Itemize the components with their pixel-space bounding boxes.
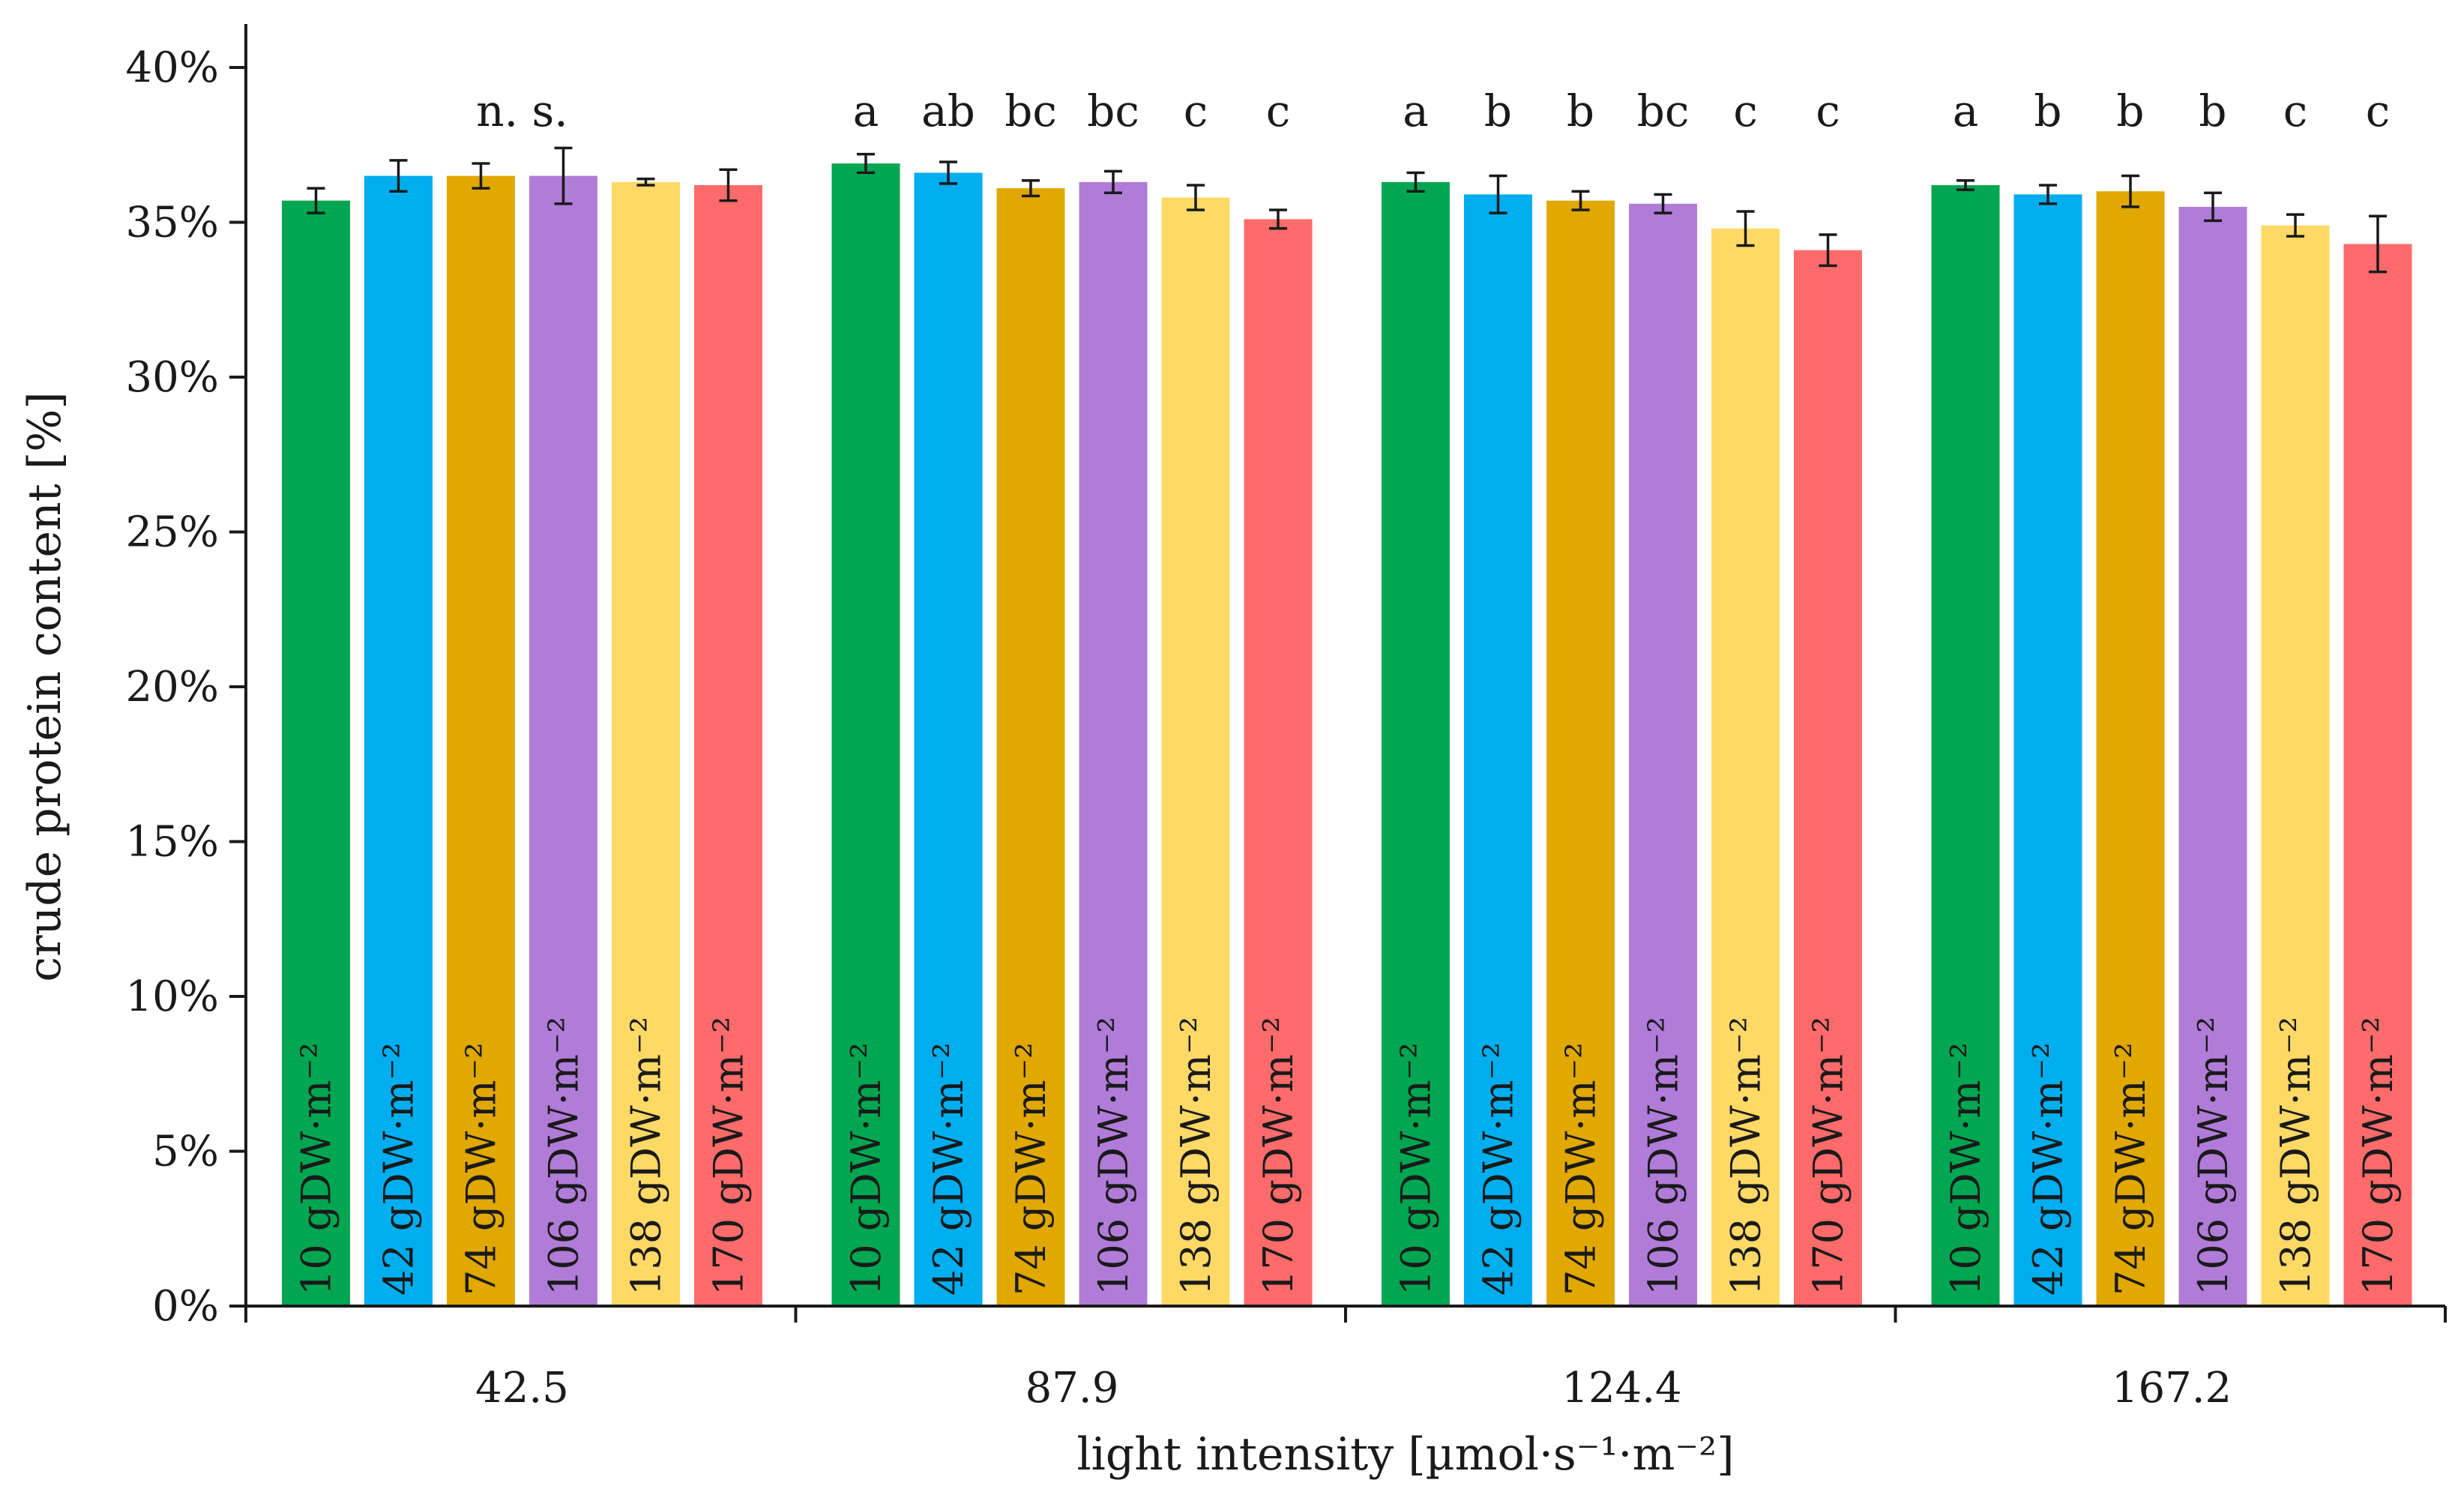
y-tick-label: 5%	[152, 1128, 219, 1176]
bar	[1079, 181, 1148, 1306]
bar	[1629, 203, 1697, 1307]
bar	[2013, 194, 2082, 1307]
bar	[1794, 250, 1862, 1306]
bar	[447, 175, 515, 1306]
significance-label: c	[2283, 85, 2307, 136]
bars	[282, 163, 2412, 1307]
bar-series-label: 10 gDW·m⁻²	[1393, 1042, 1440, 1296]
significance-label: c	[1266, 85, 1290, 136]
bar	[2261, 225, 2330, 1306]
bar	[1931, 184, 2000, 1307]
bar-series-label: 138 gDW·m⁻²	[623, 1017, 670, 1296]
y-axis-ticks: 0% 5% 10% 15% 20% 25% 30% 35% 40%	[126, 43, 246, 1331]
significance-label: a	[1403, 85, 1429, 136]
bar-series-label: 170 gDW·m⁻²	[1255, 1017, 1302, 1296]
bar-series-label: 10 gDW·m⁻²	[293, 1042, 340, 1296]
y-tick-label: 10%	[126, 972, 219, 1021]
y-tick-label: 30%	[126, 353, 219, 402]
bar-series-label: 42 gDW·m⁻²	[2025, 1042, 2072, 1296]
bar	[1711, 228, 1780, 1306]
significance-label: b	[2116, 85, 2144, 136]
y-axis-title: crude protein content [%]	[19, 391, 71, 981]
bar	[1382, 181, 1450, 1306]
bar-series-label: 10 gDW·m⁻²	[843, 1042, 890, 1296]
bar	[2343, 244, 2412, 1306]
bar	[831, 163, 900, 1306]
error-bars	[307, 146, 2387, 274]
bar-series-label: 138 gDW·m⁻²	[1723, 1017, 1770, 1296]
bar	[1161, 197, 1230, 1307]
bar-series-label: 106 gDW·m⁻²	[1640, 1017, 1687, 1296]
significance-label: a	[1953, 85, 1979, 136]
significance-labels: n. s. a ab bc bc c c a b b bc c c a b b b c c	[476, 85, 2390, 136]
significance-label: bc	[1637, 85, 1690, 136]
x-tick-label: 42.5	[475, 1364, 569, 1413]
significance-label: c	[1184, 85, 1208, 136]
bar	[1244, 219, 1313, 1306]
bar	[694, 184, 762, 1307]
bar-series-label: 106 gDW·m⁻²	[2190, 1017, 2237, 1296]
bar-series-label: 74 gDW·m⁻²	[2107, 1042, 2154, 1296]
y-tick-label: 0%	[152, 1282, 219, 1331]
y-tick-label: 35%	[126, 199, 219, 247]
significance-label: bc	[1004, 85, 1057, 136]
bar	[529, 175, 597, 1306]
significance-label: bc	[1087, 85, 1139, 136]
y-tick-label: 25%	[126, 508, 219, 557]
significance-label: n. s.	[476, 85, 567, 136]
bar	[282, 200, 350, 1307]
bar-series-label: 74 gDW·m⁻²	[1007, 1042, 1055, 1296]
x-axis-title: light intensity [µmol·s⁻¹·m⁻²]	[1076, 1428, 1734, 1481]
bar-series-label: 170 gDW·m⁻²	[705, 1017, 753, 1296]
bar-series-label: 138 gDW·m⁻²	[2272, 1017, 2319, 1296]
significance-label: c	[1733, 85, 1757, 136]
bar-series-label: 74 gDW·m⁻²	[458, 1042, 505, 1296]
significance-label: ab	[921, 85, 975, 136]
bar-labels: 10 gDW·m⁻² 42 gDW·m⁻² 74 gDW·m⁻² 106 gDW·m⁻…	[293, 1017, 2403, 1296]
significance-label: c	[1816, 85, 1840, 136]
y-tick-label: 15%	[126, 818, 219, 867]
x-tick-label: 124.4	[1561, 1364, 1681, 1413]
bar-series-label: 10 gDW·m⁻²	[1942, 1042, 1989, 1296]
y-tick-label: 20%	[126, 663, 219, 712]
significance-label: b	[2199, 85, 2226, 136]
bar	[1464, 194, 1532, 1307]
significance-label: a	[853, 85, 879, 136]
significance-label: b	[2034, 85, 2061, 136]
x-tick-label: 87.9	[1025, 1364, 1119, 1413]
significance-label: b	[1567, 85, 1594, 136]
bar-series-label: 170 gDW·m⁻²	[1805, 1017, 1852, 1296]
bar	[2096, 191, 2165, 1307]
bar	[1546, 200, 1615, 1307]
bar-series-label: 42 gDW·m⁻²	[1475, 1042, 1522, 1296]
bar	[914, 172, 983, 1306]
bar-series-label: 138 gDW·m⁻²	[1172, 1017, 1220, 1296]
bar	[996, 188, 1065, 1306]
bar-series-label: 106 gDW·m⁻²	[1090, 1017, 1137, 1296]
bar-series-label: 170 gDW·m⁻²	[2355, 1017, 2402, 1296]
bar-series-label: 42 gDW·m⁻²	[925, 1042, 972, 1296]
bar	[364, 175, 433, 1306]
y-tick-label: 40%	[126, 43, 219, 92]
significance-label: b	[1484, 85, 1512, 136]
significance-label: c	[2366, 85, 2390, 136]
x-tick-label: 167.2	[2112, 1364, 2232, 1413]
bar-series-label: 74 gDW·m⁻²	[1558, 1042, 1605, 1296]
bar-series-label: 42 gDW·m⁻²	[376, 1042, 423, 1296]
bar	[612, 181, 680, 1306]
bar-series-label: 106 gDW·m⁻²	[540, 1017, 588, 1296]
x-axis: 42.5 87.9 124.4 167.2	[244, 1305, 2447, 1413]
bar	[2178, 206, 2247, 1307]
